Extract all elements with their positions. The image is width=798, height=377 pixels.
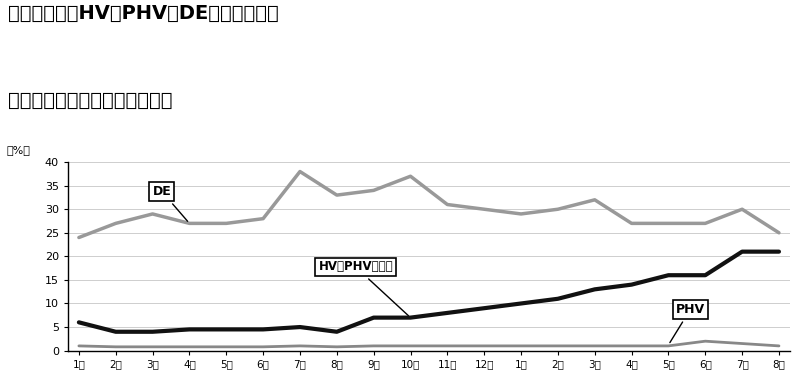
Text: 外国メーカーHV、PHV、DEの販売シェア: 外国メーカーHV、PHV、DEの販売シェア	[8, 4, 279, 23]
Text: HV（PHV除く）: HV（PHV除く）	[318, 261, 409, 316]
Text: （%）: （%）	[6, 144, 30, 155]
Text: PHV: PHV	[670, 303, 705, 343]
Text: DE: DE	[152, 185, 188, 221]
Text: （日本自動車輸入組合まとめ）: （日本自動車輸入組合まとめ）	[8, 90, 172, 109]
